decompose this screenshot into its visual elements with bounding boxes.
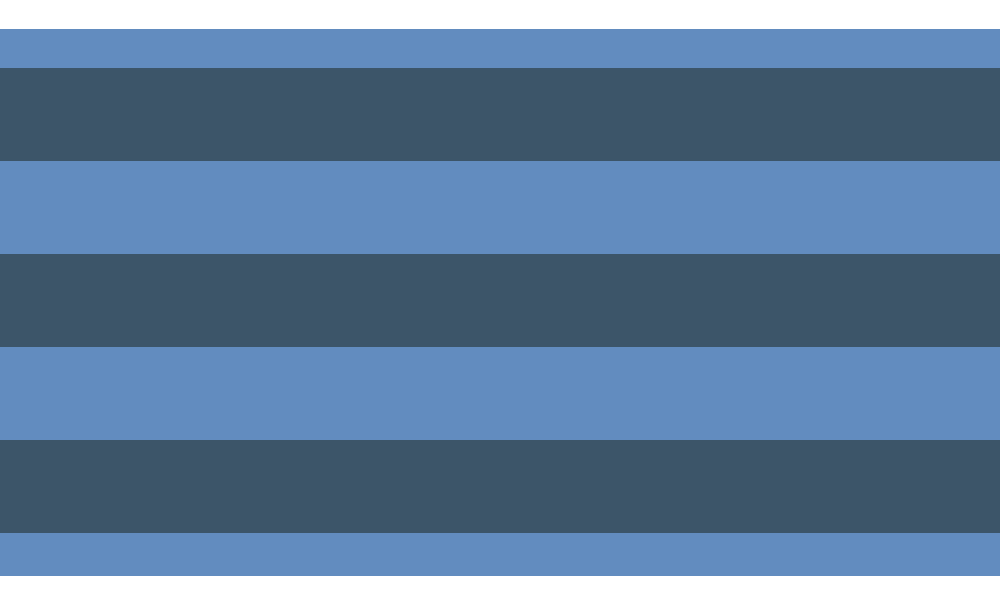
dark-stripe [0, 68, 1000, 161]
dark-stripe [0, 440, 1000, 533]
light-stripe [0, 533, 1000, 576]
light-stripe [0, 161, 1000, 254]
light-stripe [0, 29, 1000, 68]
light-stripe [0, 347, 1000, 440]
dark-stripe [0, 254, 1000, 347]
